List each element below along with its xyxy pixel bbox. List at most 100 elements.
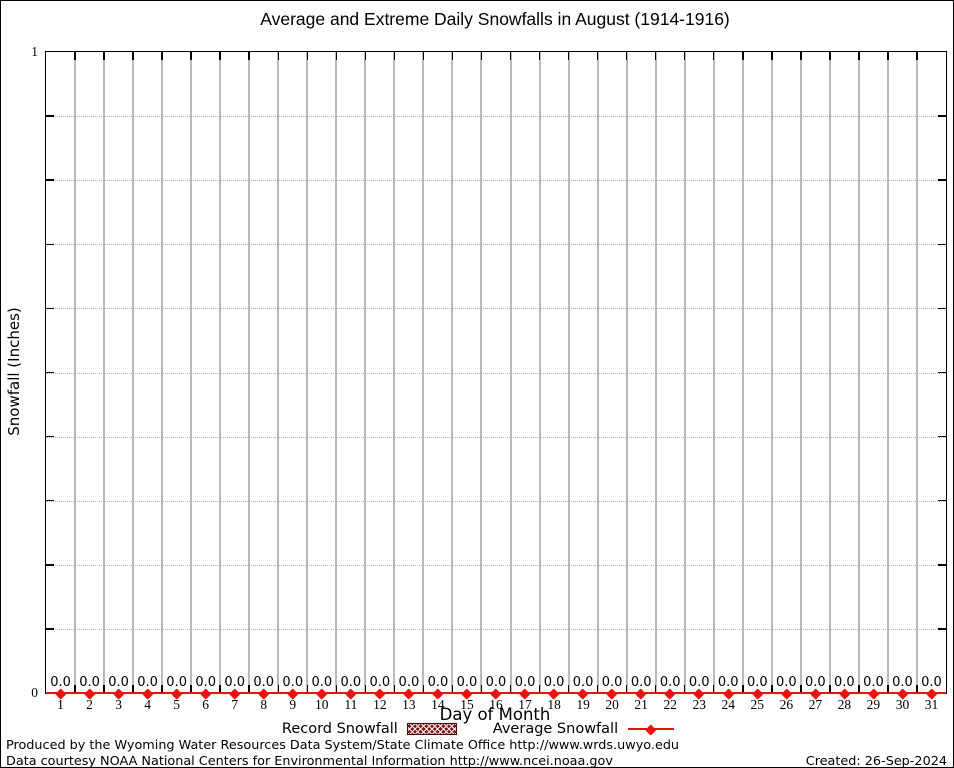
x-tick-mark-top [103,52,105,60]
x-tick-mark-top [306,52,309,60]
x-tick-mark-top [742,52,744,60]
horizontal-gridline [46,500,946,502]
x-tick-label: 17 [518,697,532,712]
x-tick-mark-bottom [800,685,802,693]
x-tick-mark-top [480,52,483,60]
y-tick-mark-left [46,435,54,438]
y-tick-mark-left [46,115,54,117]
y-tick-mark-right [938,564,946,566]
y-tick-label-top: 1 [31,44,38,59]
x-tick-mark-top [771,52,773,60]
point-value-label: 0.0 [79,675,100,690]
x-tick-mark-top [654,52,657,60]
point-value-label: 0.0 [166,675,187,690]
x-tick-mark-top [625,52,628,60]
x-tick-mark-top [132,52,134,60]
x-tick-mark-bottom [74,685,76,693]
x-tick-label: 15 [460,697,474,712]
y-tick-mark-left [46,371,54,374]
x-tick-label: 2 [86,697,93,712]
x-tick-mark-top [916,52,918,60]
horizontal-gridline [46,180,946,182]
x-tick-mark-top [858,52,860,60]
x-tick-label: 24 [721,697,736,712]
x-tick-mark-bottom [277,685,279,693]
x-tick-label: 20 [605,697,619,712]
x-tick-label: 3 [115,697,122,712]
x-tick-mark-bottom [712,685,715,693]
horizontal-gridline [46,372,946,374]
point-value-label: 0.0 [892,675,913,690]
x-tick-mark-top [887,52,889,60]
point-value-label: 0.0 [50,675,71,690]
y-tick-mark-left [46,307,54,310]
x-tick-mark-top [364,52,367,60]
x-tick-mark-bottom [916,685,918,693]
x-tick-label: 31 [924,697,939,712]
x-tick-mark-top [335,52,338,60]
x-tick-label: 6 [202,697,210,712]
point-value-label: 0.0 [863,675,884,690]
horizontal-gridline [46,564,946,566]
x-tick-mark-top [277,52,279,60]
x-tick-mark-top [567,52,570,60]
x-axis-title: Day of Month [439,705,551,724]
x-tick-label: 4 [144,697,151,712]
x-tick-mark-bottom [509,685,512,693]
x-tick-label: 14 [431,697,445,712]
x-tick-mark-top [190,52,192,60]
x-tick-label: 26 [779,697,794,712]
x-tick-label: 7 [231,697,239,712]
x-tick-label: 22 [663,697,677,712]
point-value-label: 0.0 [572,675,594,690]
x-tick-mark-top [219,52,221,60]
point-value-label: 0.0 [921,675,942,690]
x-tick-mark-bottom [683,685,686,693]
y-tick-mark-left [46,564,54,566]
point-value-label: 0.0 [108,675,129,690]
x-tick-mark-top [712,52,715,60]
x-tick-label: 18 [547,697,561,712]
y-tick-mark-right [938,499,946,502]
point-value-label: 0.0 [340,675,362,690]
x-tick-mark-top [393,52,396,60]
point-value-label: 0.0 [282,675,304,690]
x-tick-label: 5 [173,697,181,712]
point-value-label: 0.0 [630,675,652,690]
x-tick-label: 30 [895,697,910,712]
y-tick-mark-left [46,628,54,630]
point-value-label: 0.0 [427,675,449,690]
chart-title: Average and Extreme Daily Snowfalls in A… [260,9,730,29]
x-tick-mark-bottom [829,685,831,693]
x-tick-mark-bottom [742,685,744,693]
y-tick-mark-left [46,499,54,502]
point-value-label: 0.0 [456,675,478,690]
x-tick-mark-top [509,52,512,60]
point-value-label: 0.0 [369,675,391,690]
point-value-label: 0.0 [543,675,565,690]
point-value-label: 0.0 [514,675,536,690]
point-value-label: 0.0 [253,675,275,690]
x-tick-mark-bottom [887,685,889,693]
y-tick-mark-left [46,179,54,181]
x-tick-mark-top [74,52,76,60]
point-value-label: 0.0 [717,675,739,690]
legend-record-label: Record Snowfall [281,721,398,737]
x-tick-label: 11 [344,697,358,712]
footer-data-courtesy: Data courtesy NOAA National Centers for … [6,754,613,768]
x-tick-label: 10 [315,697,329,712]
point-value-label: 0.0 [805,675,826,690]
plot-area: 0.0 1 0.0 2 0.0 3 0.0 4 0.0 5 0.0 6 0.0 7 0.0 8 0.0 9 0.0 1… [45,51,947,712]
point-value-label: 0.0 [311,675,333,690]
x-tick-mark-bottom [393,685,396,693]
point-value-label: 0.0 [659,675,681,690]
x-tick-mark-bottom [625,685,628,693]
y-tick-mark-right [938,307,946,310]
x-tick-mark-top [596,52,599,60]
x-tick-mark-bottom [219,685,221,693]
horizontal-gridline [46,308,946,310]
footer-produced-by: Produced by the Wyoming Water Resources … [6,738,680,753]
x-tick-mark-top [683,52,686,60]
point-value-label: 0.0 [224,675,246,690]
